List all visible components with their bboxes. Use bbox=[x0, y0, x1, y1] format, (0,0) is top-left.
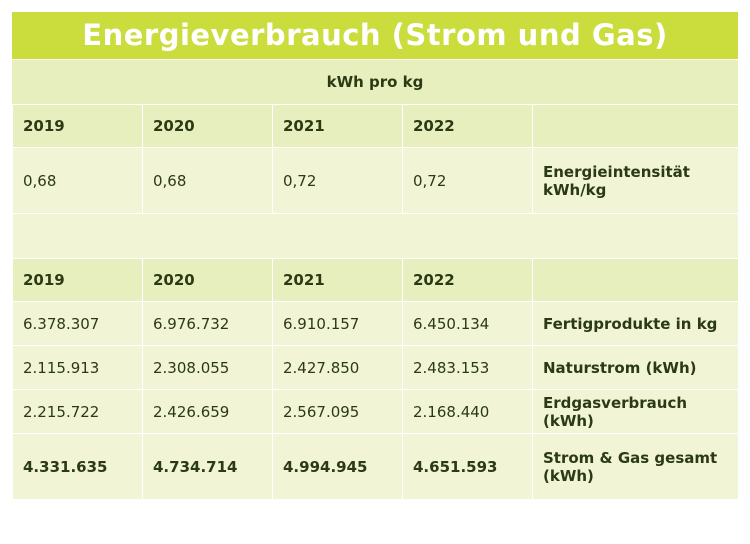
row-label: Strom & Gas gesamt (kWh) bbox=[532, 433, 739, 500]
total-value-cell: 4.651.593 bbox=[402, 433, 533, 500]
value-cell: 2.168.440 bbox=[402, 389, 533, 434]
year-header: 2019 bbox=[12, 104, 143, 148]
year-header: 2020 bbox=[142, 258, 273, 302]
row-label-line: Energieintensität bbox=[543, 162, 690, 181]
year-header: 2022 bbox=[402, 258, 533, 302]
value-cell: 0,68 bbox=[142, 147, 273, 214]
spacer-cell bbox=[12, 213, 739, 259]
table-row: 6.378.307 6.976.732 6.910.157 6.450.134 … bbox=[12, 301, 739, 346]
empty-header-cell bbox=[532, 258, 739, 302]
table-title: Energieverbrauch (Strom und Gas) bbox=[12, 12, 738, 59]
year-header: 2019 bbox=[12, 258, 143, 302]
value-cell: 2.308.055 bbox=[142, 345, 273, 390]
total-value-cell: 4.734.714 bbox=[142, 433, 273, 500]
value-cell: 6.976.732 bbox=[142, 301, 273, 346]
value-cell: 0,72 bbox=[402, 147, 533, 214]
year-header: 2022 bbox=[402, 104, 533, 148]
row-label: Fertigprodukte in kg bbox=[532, 301, 739, 346]
spacer-row bbox=[12, 213, 739, 259]
row-label: Erdgasverbrauch (kWh) bbox=[532, 389, 739, 434]
table-row: 2.215.722 2.426.659 2.567.095 2.168.440 … bbox=[12, 389, 739, 434]
row-label-line: (kWh) bbox=[543, 466, 594, 485]
row-label: Naturstrom (kWh) bbox=[532, 345, 739, 390]
value-cell: 2.567.095 bbox=[272, 389, 403, 434]
value-cell: 6.450.134 bbox=[402, 301, 533, 346]
value-cell: 6.378.307 bbox=[12, 301, 143, 346]
table-row: 0,68 0,68 0,72 0,72 Energieintensität kW… bbox=[12, 147, 739, 214]
value-cell: 2.427.850 bbox=[272, 345, 403, 390]
header-row: 2019 2020 2021 2022 bbox=[12, 104, 739, 148]
value-cell: 0,72 bbox=[272, 147, 403, 214]
header-row: 2019 2020 2021 2022 bbox=[12, 258, 739, 302]
value-cell: 2.115.913 bbox=[12, 345, 143, 390]
year-header: 2020 bbox=[142, 104, 273, 148]
table-row: 2.115.913 2.308.055 2.427.850 2.483.153 … bbox=[12, 345, 739, 390]
value-cell: 2.483.153 bbox=[402, 345, 533, 390]
value-cell: 2.215.722 bbox=[12, 389, 143, 434]
energy-table: 2019 2020 2021 2022 0,68 0,68 0,72 0,72 … bbox=[12, 104, 739, 500]
value-cell: 2.426.659 bbox=[142, 389, 273, 434]
energy-table-card: Energieverbrauch (Strom und Gas) kWh pro… bbox=[12, 12, 739, 500]
value-cell: 6.910.157 bbox=[272, 301, 403, 346]
value-cell: 0,68 bbox=[12, 147, 143, 214]
year-header: 2021 bbox=[272, 104, 403, 148]
total-value-cell: 4.994.945 bbox=[272, 433, 403, 500]
total-value-cell: 4.331.635 bbox=[12, 433, 143, 500]
empty-header-cell bbox=[532, 104, 739, 148]
row-label-line: Strom & Gas gesamt bbox=[543, 448, 718, 467]
row-label-line: kWh/kg bbox=[543, 180, 607, 199]
table-subtitle: kWh pro kg bbox=[12, 59, 738, 104]
row-label: Energieintensität kWh/kg bbox=[532, 147, 739, 214]
year-header: 2021 bbox=[272, 258, 403, 302]
total-row: 4.331.635 4.734.714 4.994.945 4.651.593 … bbox=[12, 433, 739, 500]
